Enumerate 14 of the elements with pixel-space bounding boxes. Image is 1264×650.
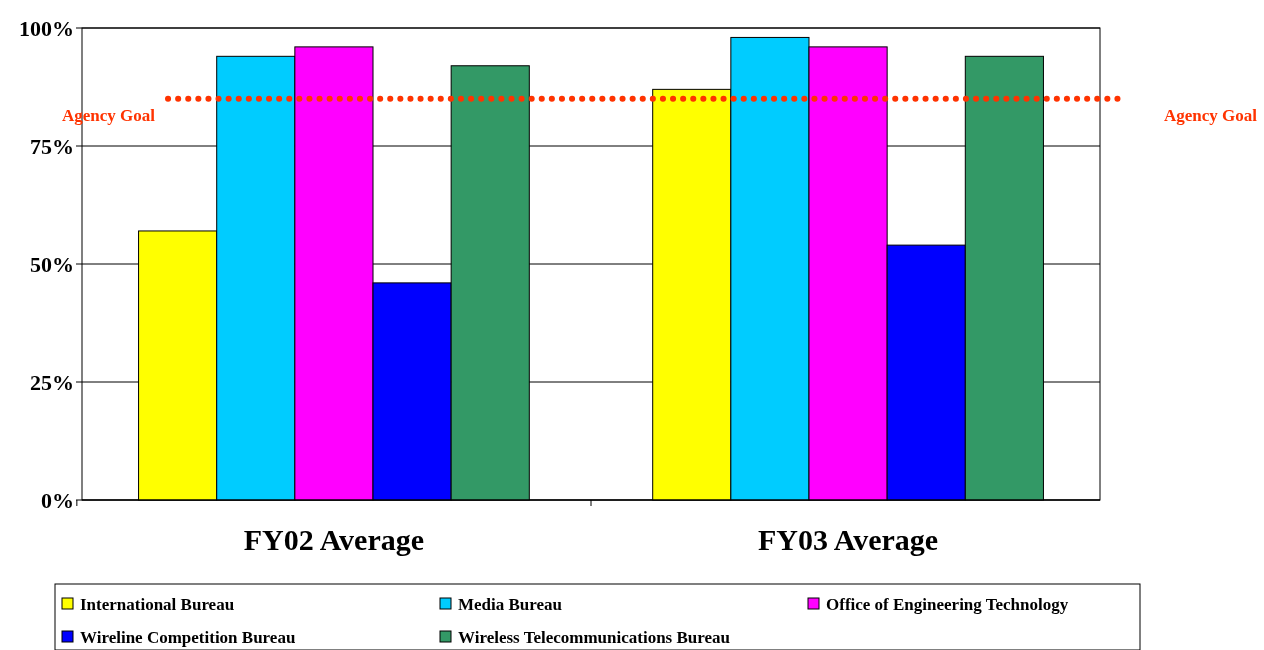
y-tick-label: 25% — [30, 369, 74, 395]
y-tick-label: 100% — [19, 15, 74, 41]
x-tick-label: FY03 Average — [757, 523, 939, 556]
text: Agency Goal — [1163, 105, 1257, 125]
legend-label: Wireless Telecommunications Bureau — [458, 627, 731, 647]
ref-line-label: Agency Goal — [62, 105, 156, 125]
y-tick-label: 50% — [30, 251, 74, 277]
x-tick-label: FY02 Average — [243, 523, 425, 556]
legend-label: Media Bureau — [458, 594, 563, 614]
legend-label: International Bureau — [80, 594, 235, 614]
legend-label: Office of Engineering Technology — [826, 594, 1069, 614]
legend-label: Wireline Competition Bureau — [80, 627, 296, 647]
y-tick-label: 75% — [30, 133, 74, 159]
y-tick-label: 0% — [41, 487, 74, 513]
